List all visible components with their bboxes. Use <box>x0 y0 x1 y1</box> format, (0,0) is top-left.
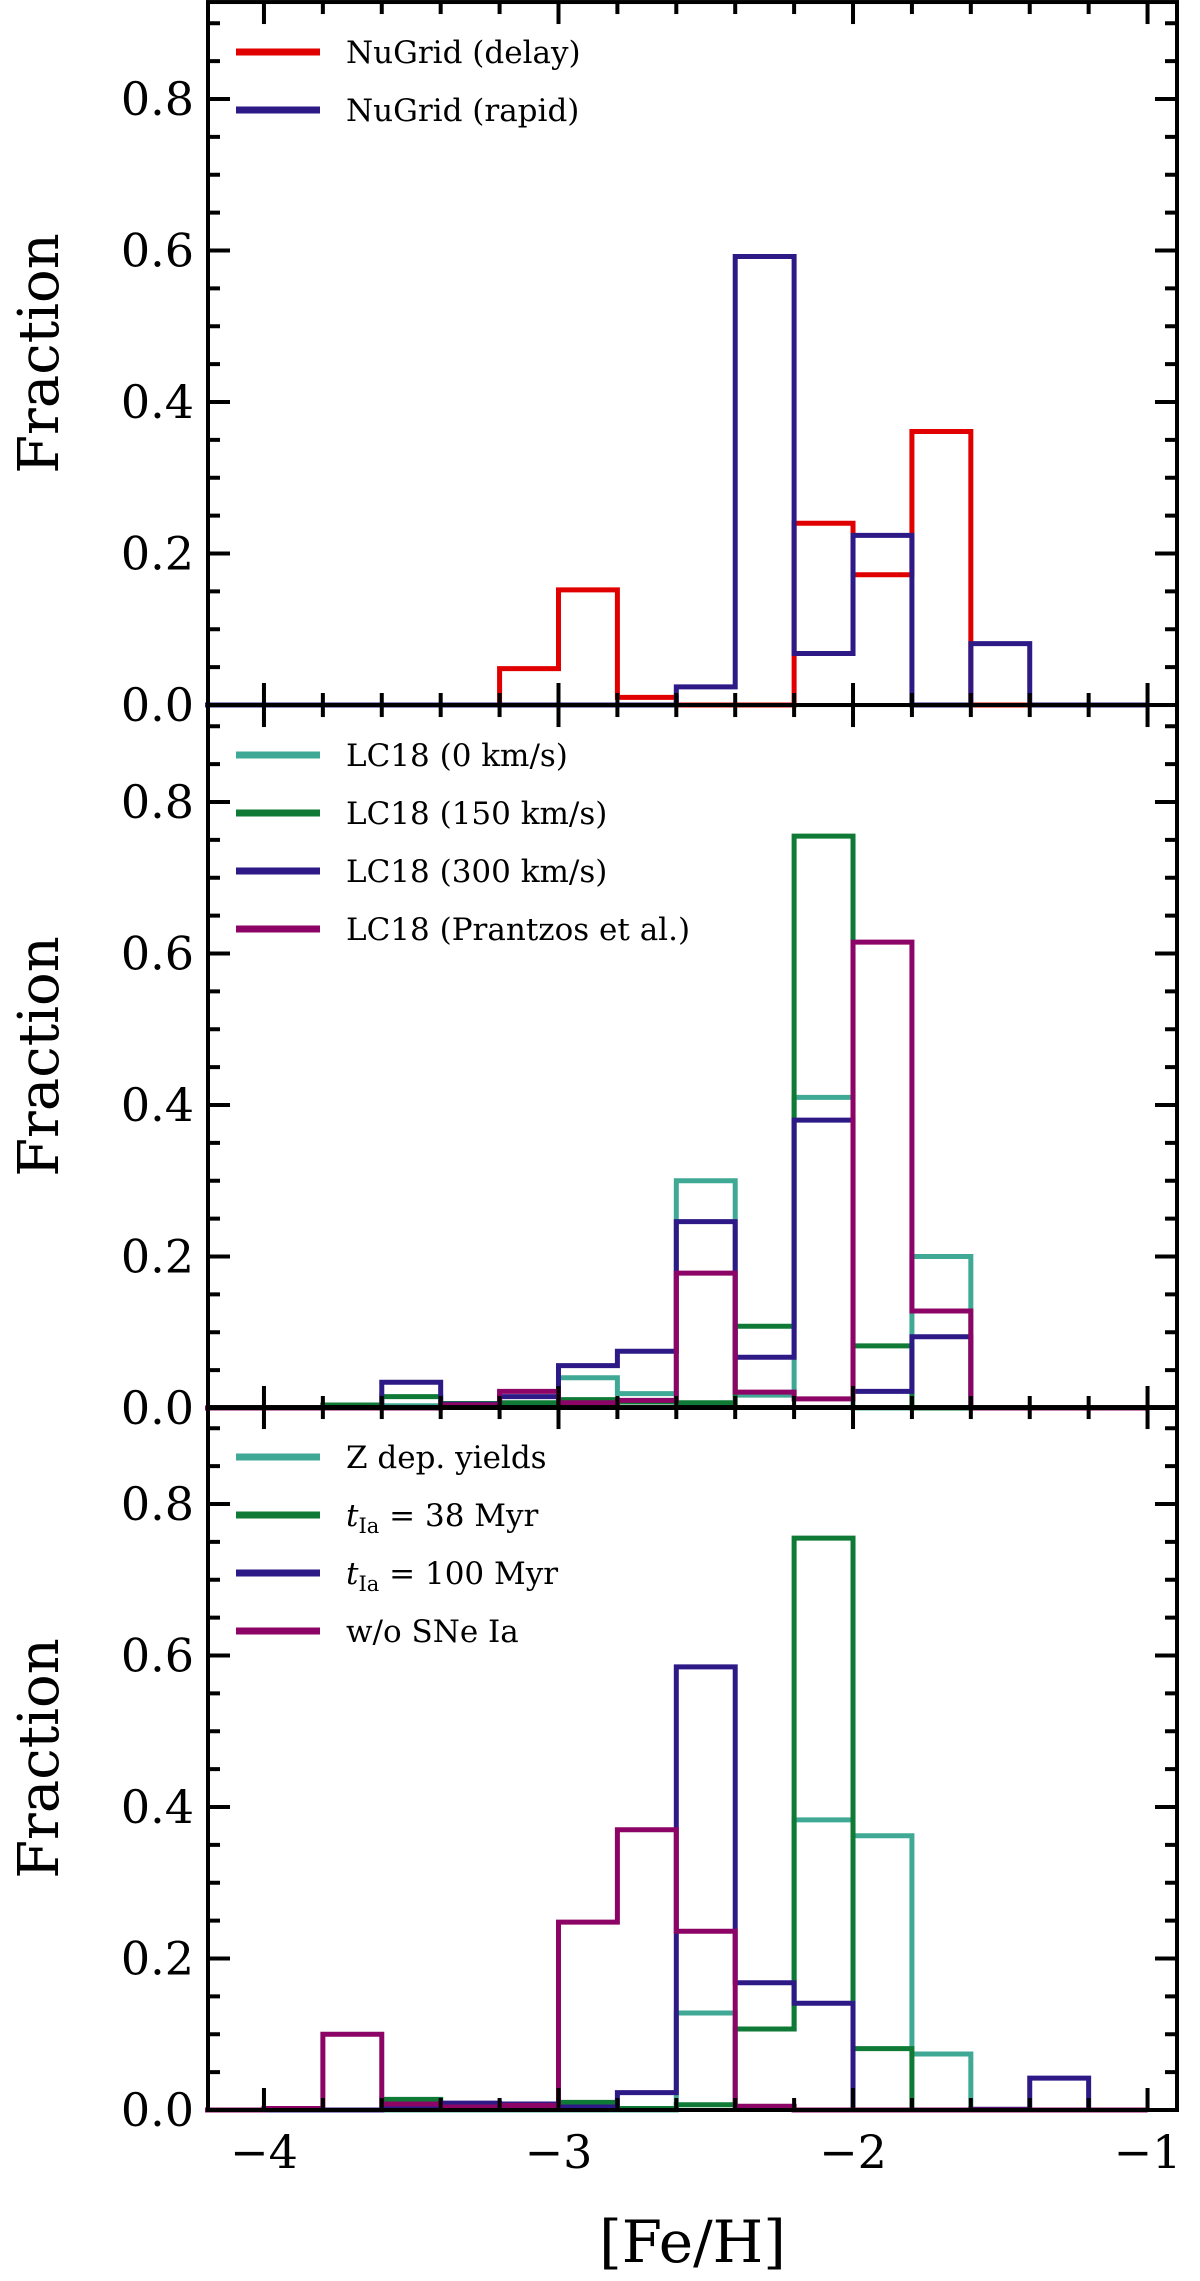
y-axis-label: Fraction <box>7 233 72 474</box>
legend: Z dep. yields tIa = 38 Myr tIa = 100 Myr w/… <box>236 1440 558 1650</box>
legend-label: NuGrid (rapid) <box>346 93 579 129</box>
histogram-series-2 <box>205 254 1148 708</box>
y-tick-label: 0.0 <box>121 1381 194 1435</box>
y-tick-label: 0.4 <box>121 1780 194 1834</box>
legend-label: Z dep. yields <box>346 1440 547 1476</box>
y-tick-label: 0.4 <box>121 1078 194 1132</box>
y-axis-label: Fraction <box>7 1638 72 1879</box>
x-tick-label: −3 <box>525 2125 593 2179</box>
legend: NuGrid (delay) NuGrid (rapid) <box>236 35 581 129</box>
y-tick-label: 0.6 <box>121 1629 194 1683</box>
y-tick-label: 0.0 <box>121 2083 194 2137</box>
histogram-series-4 <box>205 939 1148 1411</box>
x-tick-label: −1 <box>1114 2125 1182 2179</box>
histogram-series-1 <box>205 429 1148 708</box>
legend-label: LC18 (Prantzos et al.) <box>346 912 690 948</box>
panel-3: 0.0 0.2 0.4 0.6 0.8 Fraction −4 −3 −2 −1 [Fe/H] Z d… <box>7 1405 1182 2276</box>
y-tick-label: 0.8 <box>121 775 194 829</box>
legend-label: LC18 (0 km/s) <box>346 738 568 774</box>
legend-label: LC18 (300 km/s) <box>346 854 607 890</box>
legend: LC18 (0 km/s) LC18 (150 km/s) LC18 (300 km… <box>236 738 690 948</box>
y-tick-label: 0.4 <box>121 375 194 429</box>
legend-label: tIa = 38 Myr <box>346 1498 539 1538</box>
x-axis-label: [Fe/H] <box>599 2208 786 2276</box>
axes-frame <box>206 1405 1179 2113</box>
legend-label: NuGrid (delay) <box>346 35 581 71</box>
legend-label: tIa = 100 Myr <box>346 1556 558 1596</box>
y-tick-label: 0.8 <box>121 72 194 126</box>
y-tick-label: 0.6 <box>121 927 194 981</box>
y-tick-label: 0.2 <box>121 527 194 581</box>
y-tick-label: 0.8 <box>121 1477 194 1531</box>
x-tick-label: −2 <box>819 2125 887 2179</box>
x-tick-label: −4 <box>230 2125 298 2179</box>
y-tick-label: 0.6 <box>121 224 194 278</box>
y-axis-label: Fraction <box>7 936 72 1177</box>
legend-label: LC18 (150 km/s) <box>346 796 607 832</box>
y-tick-label: 0.2 <box>121 1932 194 1986</box>
y-tick-label: 0.2 <box>121 1230 194 1284</box>
y-tick-label: 0.0 <box>121 678 194 732</box>
legend-label: w/o SNe Ia <box>346 1614 519 1650</box>
